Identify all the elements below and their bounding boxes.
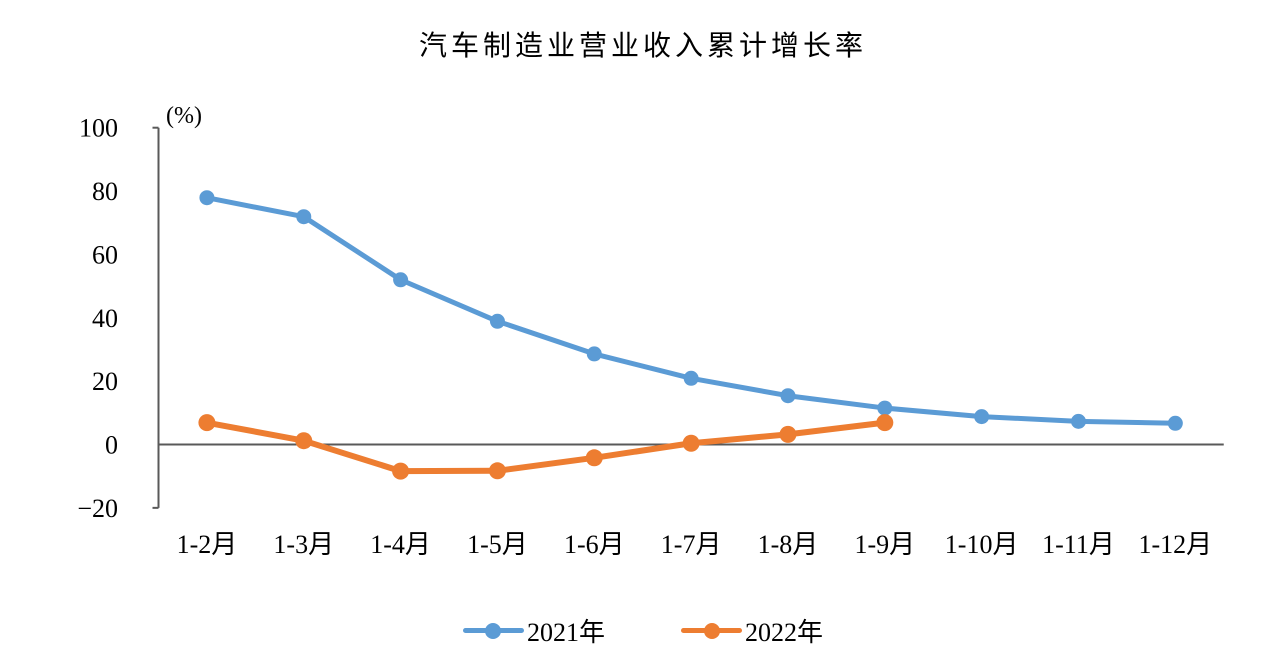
data-point-2021年-1-12月 bbox=[1167, 415, 1183, 431]
x-tick-label: 1-2月 bbox=[177, 530, 238, 559]
x-tick-label: 1-10月 bbox=[945, 530, 1019, 559]
legend-marker-2022-icon bbox=[681, 622, 742, 639]
x-tick-label: 1-8月 bbox=[758, 530, 819, 559]
series-line-2022年 bbox=[203, 419, 888, 475]
y-tick-label: 80 bbox=[92, 177, 118, 206]
data-point-2022年-1-3月 bbox=[295, 432, 313, 450]
legend-item-2021: 2021年 bbox=[462, 612, 605, 649]
x-tick-label: 1-12月 bbox=[1138, 530, 1212, 559]
series-line-2021年 bbox=[204, 195, 1178, 426]
y-tick-label: 60 bbox=[92, 240, 118, 269]
data-point-2022年-1-9月 bbox=[876, 414, 894, 432]
legend: 2021年 2022年 bbox=[0, 612, 1286, 649]
data-point-2022年-1-6月 bbox=[585, 449, 603, 467]
data-point-2021年-1-11月 bbox=[1070, 413, 1086, 429]
legend-marker-2021-icon bbox=[462, 622, 524, 639]
data-point-2022年-1-7月 bbox=[682, 434, 700, 452]
data-point-2022年-1-4月 bbox=[392, 462, 410, 480]
legend-item-2022: 2022年 bbox=[681, 612, 823, 649]
data-point-2021年-1-8月 bbox=[780, 388, 796, 404]
x-tick-label: 1-6月 bbox=[564, 530, 625, 559]
y-axis-unit-label: (%) bbox=[166, 103, 202, 129]
data-point-2021年-1-2月 bbox=[199, 190, 215, 206]
chart-title: 汽车制造业营业收入累计增长率 bbox=[418, 31, 867, 62]
x-tick-label: 1-3月 bbox=[273, 530, 334, 559]
x-tick-label: 1-9月 bbox=[854, 530, 915, 559]
legend-label-2021: 2021年 bbox=[526, 618, 605, 647]
legend-label-2022: 2022年 bbox=[745, 618, 824, 647]
y-tick-label: 40 bbox=[92, 304, 118, 333]
x-tick-label: 1-5月 bbox=[467, 530, 528, 559]
data-point-2021年-1-9月 bbox=[877, 400, 893, 416]
legend-dot-2022-icon bbox=[703, 622, 720, 639]
data-point-2021年-1-7月 bbox=[683, 370, 699, 386]
data-point-2021年-1-4月 bbox=[393, 272, 409, 288]
x-tick-label: 1-7月 bbox=[661, 530, 722, 559]
data-point-2021年-1-5月 bbox=[489, 313, 505, 329]
y-tick-label: 0 bbox=[105, 431, 118, 460]
legend-dot-2021-icon bbox=[485, 622, 502, 639]
y-tick-label: 20 bbox=[92, 367, 118, 396]
x-tick-label: 1-4月 bbox=[370, 530, 431, 559]
data-point-2021年-1-6月 bbox=[586, 346, 602, 362]
data-point-2022年-1-5月 bbox=[488, 462, 506, 480]
data-point-2021年-1-10月 bbox=[974, 409, 990, 425]
y-tick-label: 100 bbox=[79, 114, 118, 143]
data-point-2022年-1-8月 bbox=[779, 425, 797, 443]
x-tick-label: 1-11月 bbox=[1042, 530, 1115, 559]
data-point-2022年-1-2月 bbox=[198, 414, 216, 432]
data-point-2021年-1-3月 bbox=[296, 209, 312, 225]
y-tick-label: −20 bbox=[77, 494, 118, 523]
